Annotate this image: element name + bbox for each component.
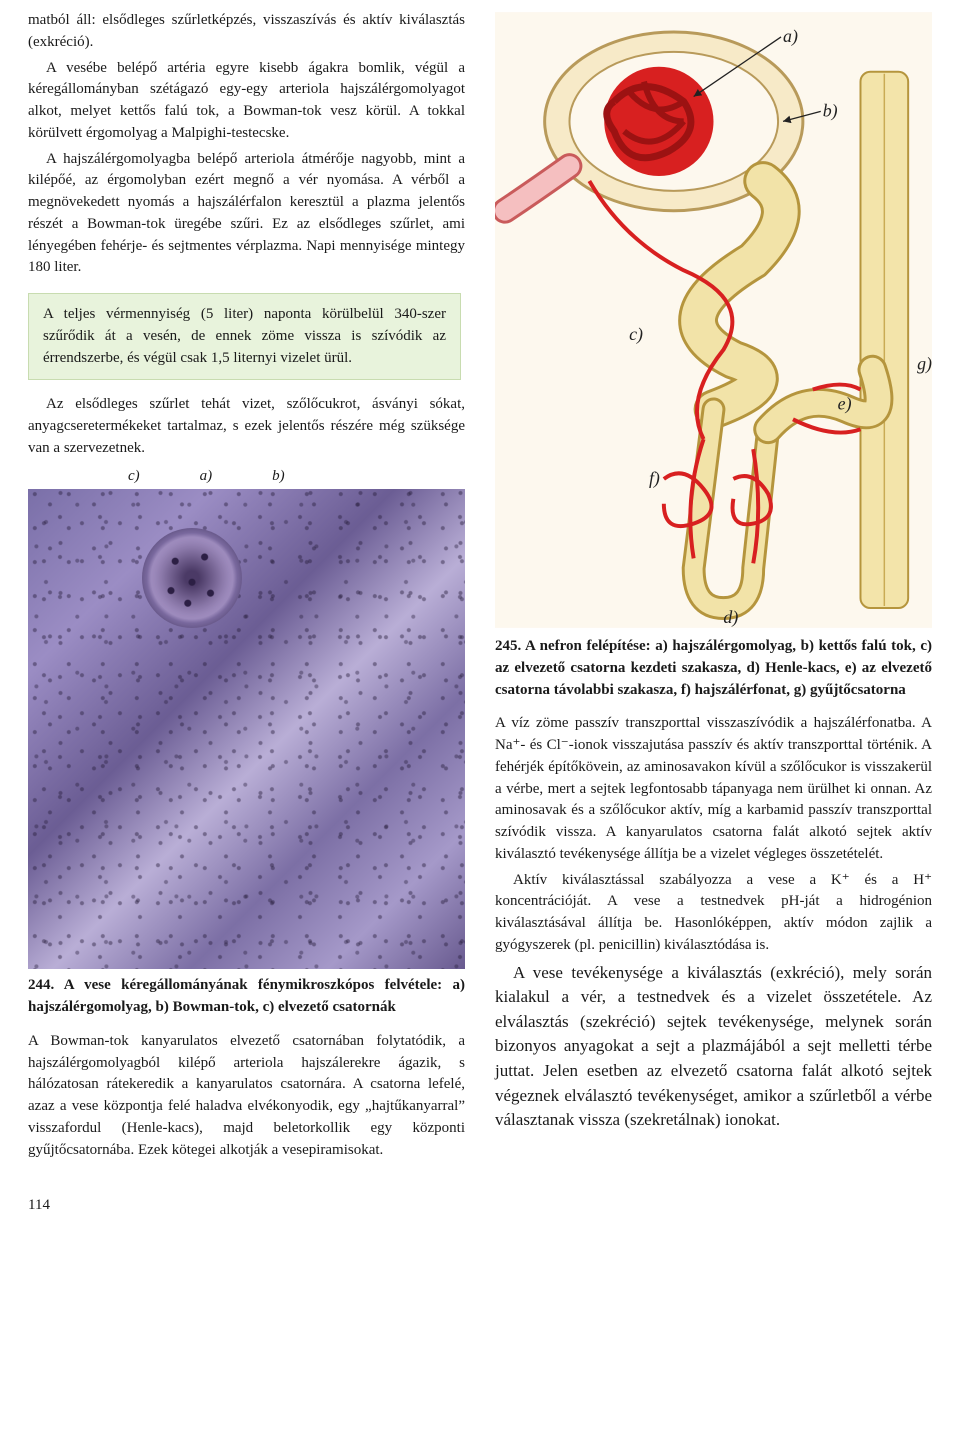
- figure-244-caption: 244. A vese kéregállományának fénymikros…: [28, 975, 465, 1019]
- label-f: f): [649, 468, 660, 489]
- label-g: g): [917, 354, 932, 375]
- paragraph: A víz zöme passzív transzporttal visszas…: [495, 713, 932, 865]
- text: A hajszálérgomolyagba belépő arteriola á…: [28, 151, 465, 276]
- paragraph: Aktív kiválasztással szabályozza a vese …: [495, 870, 932, 957]
- text: A víz zöme passzív transzporttal visszas…: [495, 715, 932, 862]
- text: A vesébe belépő artéria egyre kisebb ága…: [28, 60, 465, 141]
- label-b: b): [272, 466, 285, 488]
- text: A vese tevékenysége a kiválasztás (exkré…: [495, 963, 932, 1130]
- caption-text: A vese kéregállományának fénymikroszkópo…: [28, 977, 465, 1015]
- paragraph: Az elsődleges szűrlet tehát vizet, szőlő…: [28, 394, 465, 459]
- figure-244-labels: c) a) b): [28, 466, 465, 488]
- label-a: a): [200, 466, 213, 488]
- label-b: b): [823, 100, 838, 121]
- callout-text: A teljes vérmennyiség (5 liter) naponta …: [43, 306, 446, 366]
- label-e: e): [838, 393, 852, 414]
- figure-244-micrograph: [28, 489, 465, 969]
- figure-245-caption: 245. A nefron felépítése: a) hajszálérgo…: [495, 636, 932, 701]
- page-number: 114: [28, 1195, 932, 1217]
- caption-text: A nefron felépítése: a) hajszálérgomolya…: [495, 638, 932, 698]
- text: Aktív kiválasztással szabályozza a vese …: [495, 872, 932, 953]
- paragraph: A Bowman-tok kanyarulatos elvezető csato…: [28, 1031, 465, 1162]
- caption-number: 245.: [495, 638, 521, 654]
- figure-245-nephron-diagram: a) b) c) d) e) f) g): [495, 10, 932, 630]
- text: Az elsődleges szűrlet tehát vizet, szőlő…: [28, 396, 465, 456]
- label-d: d): [723, 607, 738, 628]
- label-a: a): [783, 26, 798, 47]
- label-c: c): [128, 466, 140, 488]
- glomerulus: [604, 67, 713, 176]
- paragraph: A hajszálérgomolyagba belépő arteriola á…: [28, 149, 465, 280]
- paragraph-emphasis: A vese tevékenysége a kiválasztás (exkré…: [495, 961, 932, 1133]
- caption-number: 244.: [28, 977, 54, 993]
- text: A Bowman-tok kanyarulatos elvezető csato…: [28, 1033, 465, 1158]
- glomerulus-spot: [142, 528, 242, 628]
- callout-box: A teljes vérmennyiség (5 liter) naponta …: [28, 293, 461, 380]
- text: matból áll: elsődleges szűrletképzés, vi…: [28, 12, 465, 50]
- label-c: c): [629, 324, 643, 345]
- paragraph: A vesébe belépő artéria egyre kisebb ága…: [28, 58, 465, 145]
- paragraph: matból áll: elsődleges szűrletképzés, vi…: [28, 10, 465, 54]
